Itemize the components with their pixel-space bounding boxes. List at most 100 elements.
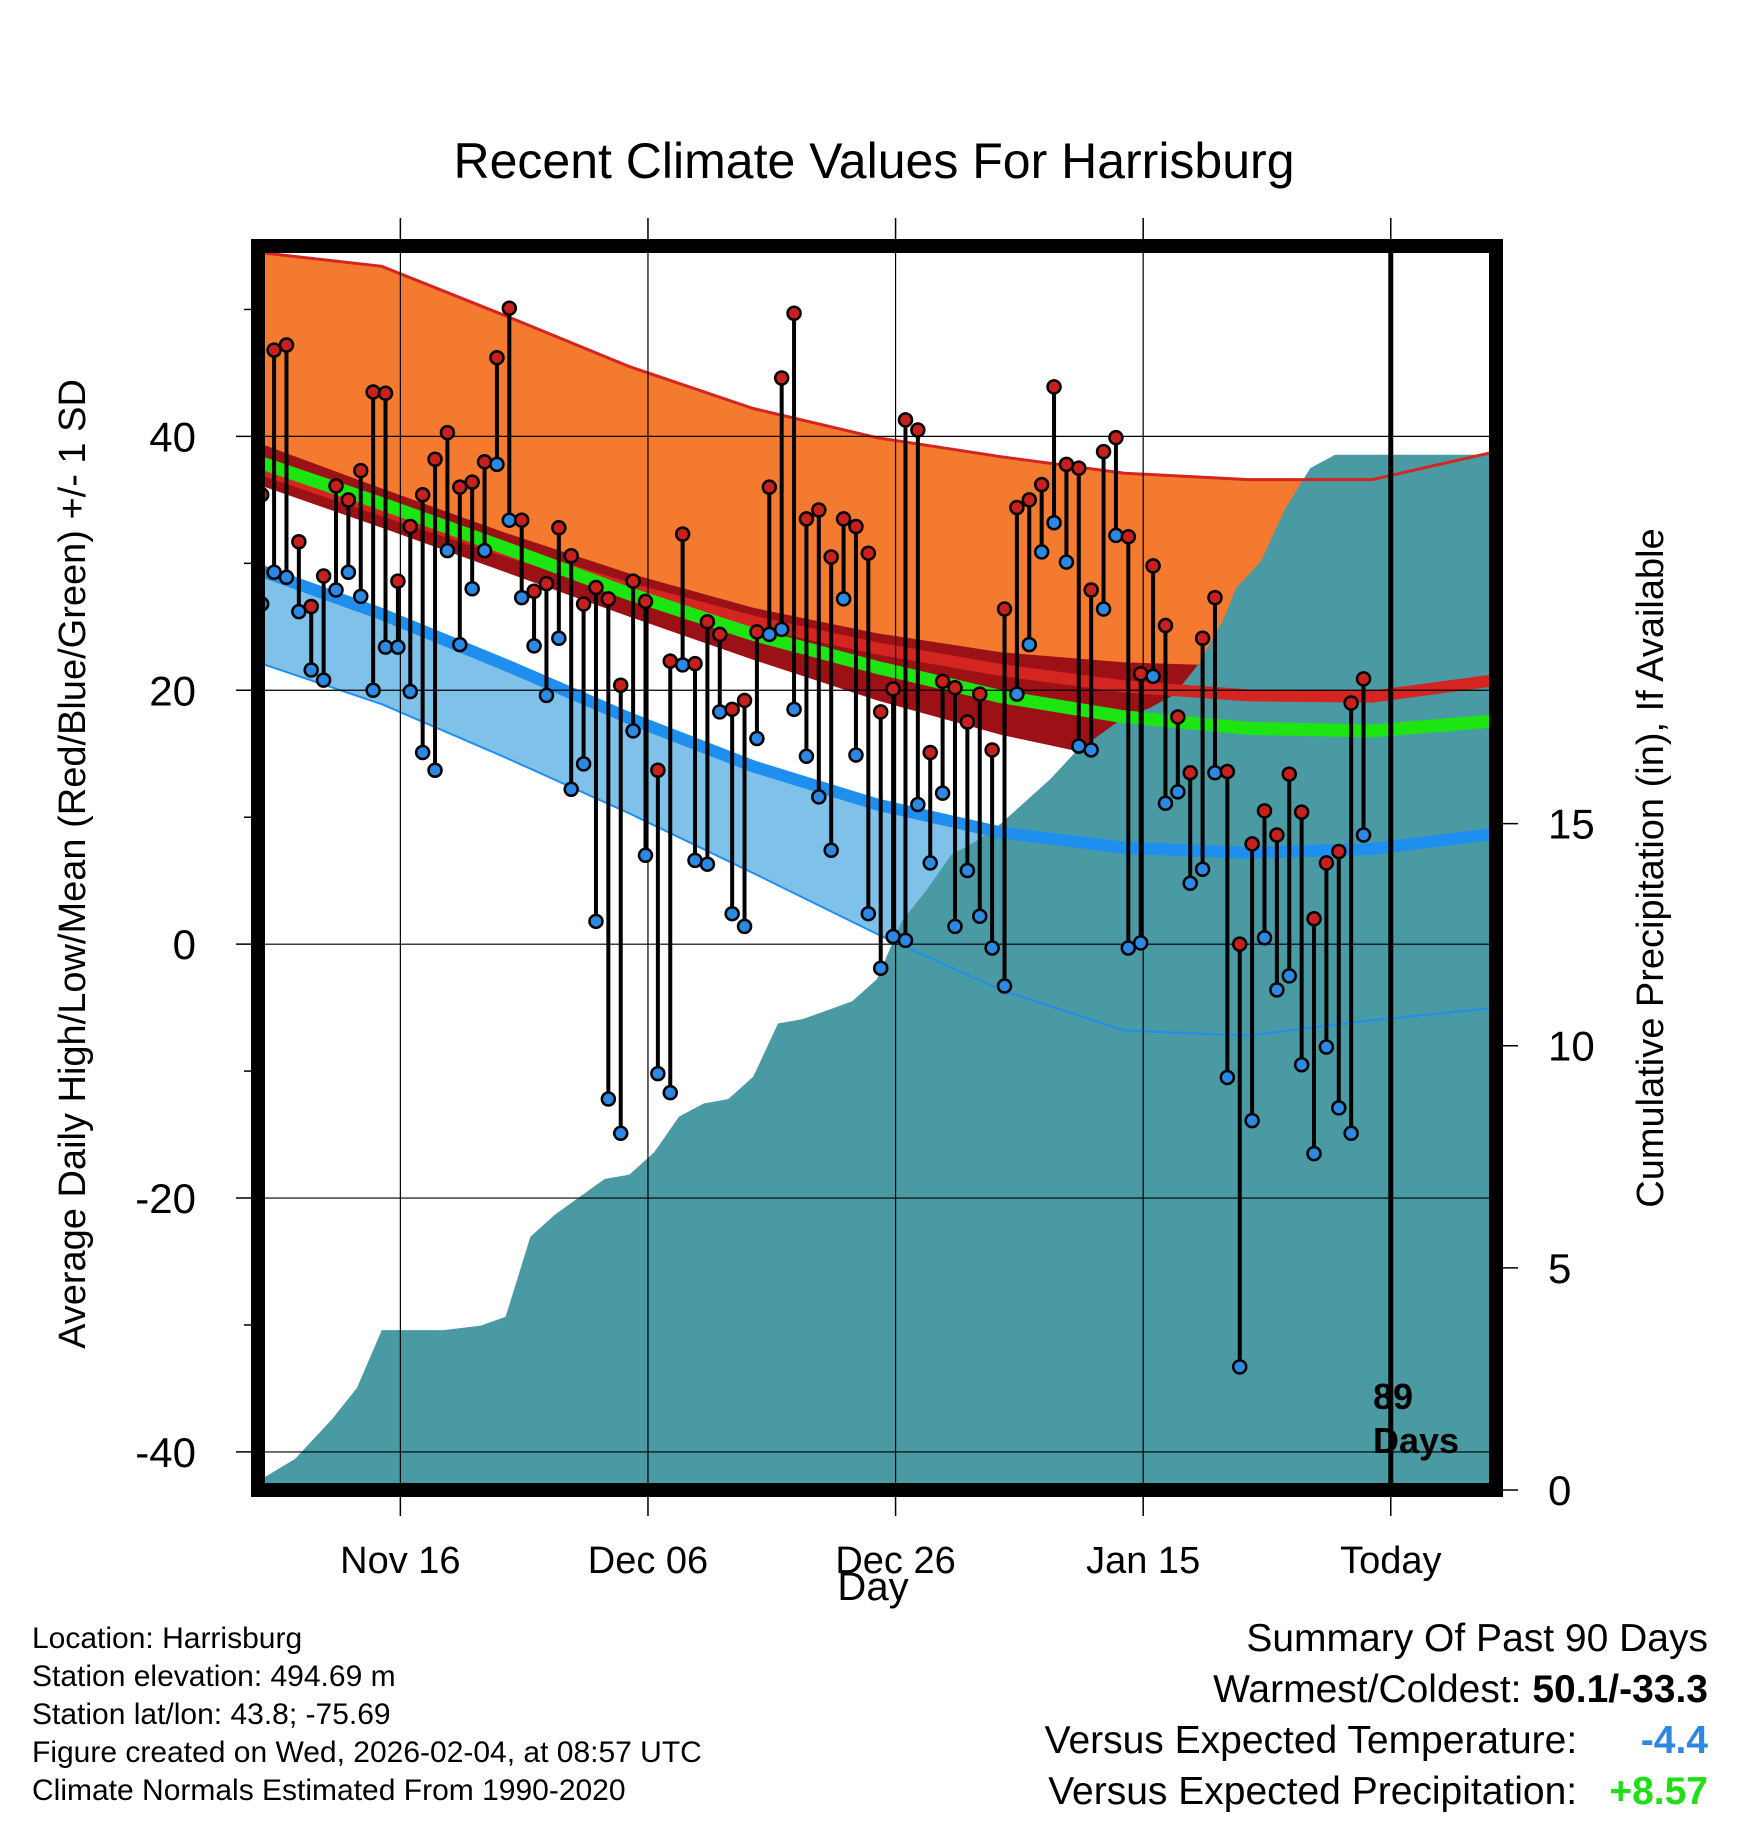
high-point-56 <box>947 679 963 696</box>
low-point-72 <box>1145 668 1161 685</box>
low-point-2 <box>278 569 295 586</box>
low-point-62 <box>1021 636 1038 653</box>
low-point-35 <box>687 852 703 869</box>
high-point-3 <box>291 534 307 550</box>
low-point-38 <box>724 905 740 922</box>
low-point-14 <box>427 762 443 779</box>
high-point-41 <box>761 479 778 495</box>
high-point-50 <box>872 704 889 720</box>
y-tick-label-3: -20 <box>135 1175 196 1222</box>
summary-title: Summary Of Past 90 Days <box>1246 1617 1708 1660</box>
summary-temp-row: Versus Expected Temperature: -4.4 <box>1045 1719 1708 1763</box>
high-point-22 <box>526 583 542 600</box>
low-point-89 <box>1355 827 1372 843</box>
low-point-6 <box>328 582 344 598</box>
high-point-36 <box>699 613 716 630</box>
low-point-39 <box>736 918 753 935</box>
high-point-48 <box>848 518 864 535</box>
y2-tick-label-0: 15 <box>1548 801 1595 848</box>
high-point-23 <box>538 575 555 592</box>
low-point-1 <box>266 564 282 580</box>
low-point-55 <box>934 785 951 801</box>
high-point-54 <box>922 744 938 761</box>
y-tick-label-4: -40 <box>135 1429 196 1476</box>
info-latlon: Station lat/lon: 43.8; -75.69 <box>32 1698 391 1731</box>
low-point-34 <box>674 657 691 673</box>
low-point-60 <box>996 978 1013 994</box>
low-point-75 <box>1182 875 1198 891</box>
low-point-82 <box>1269 982 1285 998</box>
high-point-44 <box>798 511 815 527</box>
low-point-45 <box>811 789 827 805</box>
low-point-78 <box>1219 1069 1236 1086</box>
high-point-2 <box>278 337 295 353</box>
high-point-68 <box>1095 443 1112 460</box>
y-tick-label-1: 20 <box>149 667 196 714</box>
high-point-90 <box>1369 0 1382 7</box>
low-point-31 <box>637 847 654 864</box>
high-point-7 <box>340 492 357 508</box>
low-point-30 <box>625 723 641 739</box>
high-point-34 <box>674 526 691 542</box>
low-point-11 <box>390 639 406 655</box>
high-point-29 <box>612 677 629 693</box>
low-point-64 <box>1046 514 1062 531</box>
high-point-77 <box>1207 589 1223 606</box>
y2-axis-label: Cumulative Precipitation (in), If Availa… <box>1630 528 1672 1208</box>
high-point-5 <box>315 568 332 584</box>
low-point-28 <box>600 1091 617 1107</box>
high-point-35 <box>687 655 703 672</box>
chart-title: Recent Climate Values For Harrisburg <box>453 133 1295 189</box>
x-tick-label-3: Jan 15 <box>1086 1540 1200 1582</box>
high-point-38 <box>724 701 740 718</box>
high-point-12 <box>402 518 419 535</box>
low-point-37 <box>712 704 728 720</box>
low-point-19 <box>489 456 505 473</box>
y2-tick-label-2: 5 <box>1548 1245 1571 1292</box>
high-point-11 <box>390 573 406 589</box>
low-point-84 <box>1293 1057 1310 1073</box>
summary-warmest-value: 50.1/-33.3 <box>1532 1668 1708 1711</box>
high-point-51 <box>885 681 901 697</box>
info-location: Location: Harrisburg <box>32 1622 303 1655</box>
high-point-86 <box>1318 855 1335 871</box>
high-point-71 <box>1132 666 1149 682</box>
high-point-28 <box>600 591 617 607</box>
high-point-27 <box>588 579 604 596</box>
low-point-83 <box>1281 968 1298 984</box>
high-point-49 <box>860 545 877 561</box>
x-tick-label-1: Dec 06 <box>588 1540 708 1582</box>
low-point-51 <box>885 928 901 945</box>
low-point-80 <box>1244 1112 1260 1129</box>
low-point-44 <box>798 748 815 765</box>
high-point-89 <box>1355 671 1372 687</box>
low-point-9 <box>365 682 381 699</box>
high-point-14 <box>427 451 443 468</box>
low-point-36 <box>699 856 716 872</box>
low-point-8 <box>353 588 369 605</box>
high-point-67 <box>1083 582 1099 598</box>
high-point-26 <box>575 596 592 612</box>
low-point-18 <box>476 542 493 559</box>
low-point-27 <box>588 913 604 930</box>
low-point-63 <box>1033 544 1050 560</box>
high-point-76 <box>1194 630 1211 646</box>
high-point-4 <box>303 598 319 615</box>
summary-warmest-label: Warmest/Coldest: <box>1213 1668 1533 1711</box>
low-point-32 <box>650 1065 666 1082</box>
low-point-68 <box>1095 601 1112 617</box>
low-point-47 <box>835 591 852 607</box>
x-tick-label-4: Today <box>1340 1540 1441 1582</box>
low-point-42 <box>773 621 790 638</box>
low-point-21 <box>513 589 530 606</box>
low-point-48 <box>848 747 864 763</box>
low-point-53 <box>910 796 926 813</box>
low-point-58 <box>972 908 988 924</box>
high-point-72 <box>1145 558 1161 574</box>
low-point-85 <box>1306 1145 1322 1162</box>
low-point-86 <box>1318 1039 1335 1055</box>
low-point-16 <box>452 636 468 653</box>
low-point-69 <box>1108 527 1124 544</box>
high-point-37 <box>712 626 728 643</box>
